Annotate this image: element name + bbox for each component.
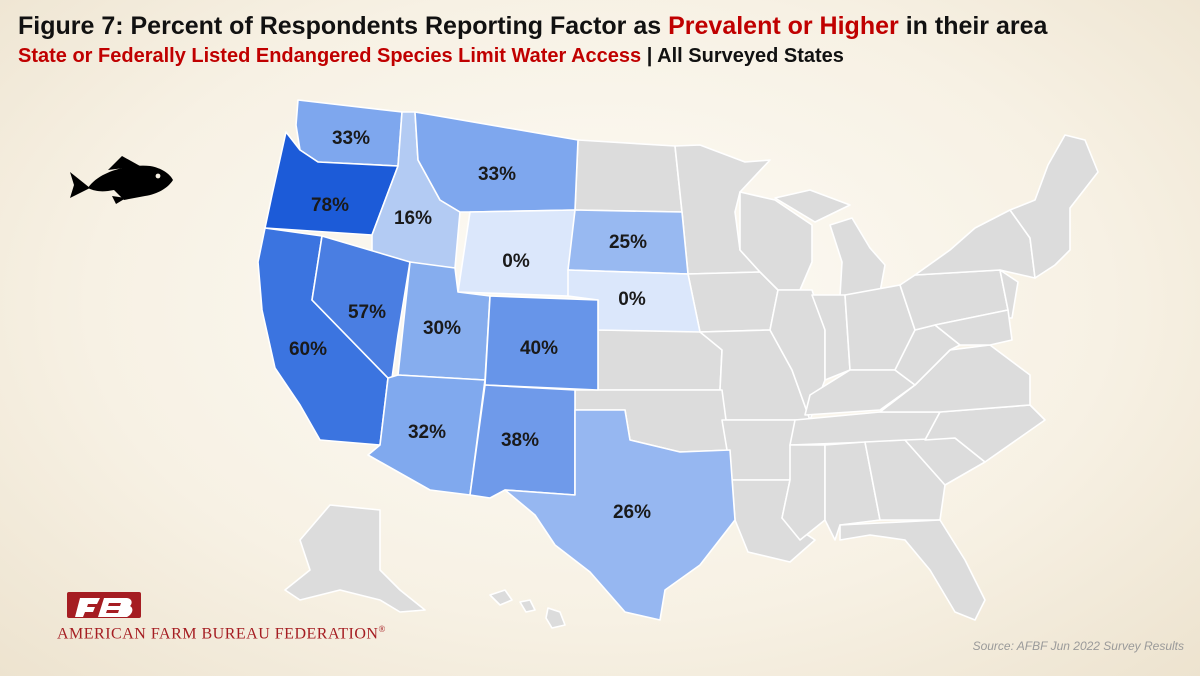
- value-label-idaho: 16%: [394, 208, 432, 229]
- state-indiana: [811, 294, 851, 381]
- value-label-california: 60%: [289, 339, 327, 360]
- state-arkansas: [721, 419, 796, 481]
- state-kansas: [597, 329, 723, 391]
- afbf-logo-icon: [67, 592, 141, 618]
- value-label-nebraska: 0%: [618, 289, 646, 310]
- state-texas: [504, 409, 736, 621]
- value-label-arizona: 32%: [408, 422, 446, 443]
- state-michigan: [774, 189, 886, 297]
- state-iowa: [687, 271, 779, 333]
- value-label-south-dakota: 25%: [609, 232, 647, 253]
- value-label-utah: 30%: [423, 318, 461, 339]
- value-label-colorado: 40%: [520, 338, 558, 359]
- afbf-logo-text: AMERICAN FARM BUREAU FEDERATION®: [57, 624, 386, 643]
- state-hawaii: [489, 589, 566, 629]
- figure-title: Figure 7: Percent of Respondents Reporti…: [18, 12, 1048, 40]
- state-virginia: [879, 344, 1031, 413]
- value-label-new-mexico: 38%: [501, 430, 539, 451]
- state-georgia: [864, 439, 946, 521]
- value-label-wyoming: 0%: [502, 251, 530, 272]
- value-label-montana: 33%: [478, 164, 516, 185]
- state-north-dakota: [574, 139, 683, 213]
- value-label-washington: 33%: [332, 128, 370, 149]
- state-colorado: [484, 295, 599, 391]
- state-montana: [414, 111, 579, 213]
- fish-icon: [70, 156, 173, 204]
- value-labels: 33% 78% 16% 33% 0% 25% 0% 60% 57% 30% 40…: [289, 128, 651, 523]
- figure-subtitle: State or Federally Listed Endangered Spe…: [18, 45, 844, 67]
- state-new-england: [1009, 134, 1099, 279]
- value-label-texas: 26%: [613, 502, 651, 523]
- state-alaska: [284, 504, 426, 613]
- value-label-nevada: 57%: [348, 302, 386, 323]
- value-label-oregon: 78%: [311, 195, 349, 216]
- state-maryland-delaware: [934, 309, 1013, 346]
- state-florida: [839, 519, 986, 621]
- source-note: Source: AFBF Jun 2022 Survey Results: [972, 639, 1184, 653]
- unsurveyed-states: [284, 134, 1099, 629]
- surveyed-states: [257, 99, 736, 621]
